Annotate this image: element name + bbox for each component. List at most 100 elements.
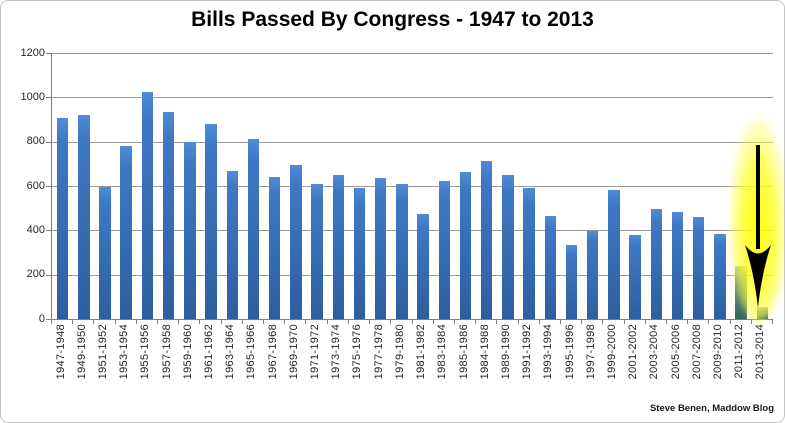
x-axis-label: 2003-2004 — [648, 324, 661, 380]
x-axis-label: 2013-2014 — [754, 324, 767, 380]
x-axis-label: 1961-1962 — [203, 324, 216, 380]
y-axis-tick — [46, 186, 51, 187]
x-axis-label: 1965-1966 — [245, 324, 258, 380]
x-axis-tick — [263, 320, 265, 324]
bar — [523, 188, 535, 319]
bar — [332, 174, 344, 319]
y-axis-tick — [46, 319, 51, 320]
y-axis-label: 800 — [26, 135, 45, 148]
x-axis-tick — [305, 320, 307, 324]
bar — [290, 164, 302, 319]
x-axis-label: 2009-2010 — [711, 324, 724, 380]
x-axis-tick — [178, 320, 180, 324]
x-axis-label: 1947-1948 — [54, 324, 67, 380]
y-axis-tick — [46, 97, 51, 99]
x-axis-label: 1983-1984 — [436, 324, 449, 380]
x-axis-label: 1959-1960 — [181, 324, 194, 380]
x-axis-label: 1975-1976 — [351, 324, 364, 380]
bar — [438, 180, 451, 319]
bar — [756, 306, 769, 319]
x-axis-tick — [220, 320, 222, 324]
x-axis-tick — [581, 320, 583, 324]
gridline — [52, 97, 773, 99]
bar — [714, 234, 726, 319]
bar — [650, 208, 663, 319]
x-axis-tick — [559, 320, 561, 324]
bar — [608, 190, 620, 319]
bar — [205, 123, 217, 319]
gridline — [52, 230, 773, 232]
y-axis-tick — [46, 230, 51, 232]
x-axis-tick — [517, 320, 519, 324]
x-axis-tick — [72, 320, 74, 324]
x-axis-label: 1971-1972 — [309, 324, 322, 380]
bar — [480, 160, 493, 319]
x-axis-label: 1973-1974 — [330, 324, 343, 380]
bar — [396, 183, 408, 319]
x-axis-tick — [623, 320, 625, 324]
x-axis-label: 1995-1996 — [563, 324, 576, 380]
x-axis-label: 1951-1952 — [97, 324, 109, 380]
y-axis-label: 600 — [26, 179, 45, 192]
x-axis-tick — [772, 320, 773, 324]
attribution-text: Steve Benen, Maddow Blog — [649, 403, 774, 414]
x-axis-tick — [644, 320, 646, 324]
x-axis-tick — [326, 320, 328, 324]
bar — [374, 178, 387, 319]
bar — [141, 91, 154, 319]
chart-title: Bills Passed By Congress - 1947 to 2013 — [191, 8, 594, 31]
x-axis-label: 2005-2006 — [669, 324, 682, 380]
bar — [184, 141, 196, 319]
x-axis-tick — [390, 320, 392, 324]
x-axis-tick — [199, 320, 201, 324]
bar — [226, 171, 238, 319]
x-axis-label: 1957-1958 — [160, 324, 173, 380]
x-axis-label: 1977-1978 — [372, 324, 385, 380]
x-axis-tick — [157, 320, 159, 324]
x-axis-label: 2011-2012 — [733, 324, 746, 379]
x-axis-label: 1999-2000 — [605, 324, 618, 380]
bar — [56, 118, 69, 319]
x-axis-label: 1979-1980 — [393, 324, 406, 380]
bar — [565, 245, 578, 319]
x-axis-tick — [665, 320, 667, 324]
x-axis-tick — [432, 320, 434, 324]
x-axis-tick — [708, 320, 710, 324]
y-axis-tick — [46, 274, 51, 276]
x-axis-tick — [750, 320, 752, 324]
gridline — [52, 141, 773, 143]
x-axis-label: 1993-1994 — [542, 324, 555, 380]
y-axis-tick — [46, 141, 51, 143]
x-axis-label: 1963-1964 — [224, 324, 237, 380]
x-axis-tick — [475, 320, 477, 324]
bar — [544, 215, 557, 319]
y-axis-label: 1000 — [20, 90, 45, 103]
x-axis-label: 2001-2002 — [627, 324, 640, 380]
x-axis-label: 1953-1954 — [118, 324, 131, 380]
x-axis-tick — [687, 320, 689, 324]
x-axis-tick — [114, 320, 116, 324]
x-axis-label: 2007-2008 — [690, 324, 703, 380]
bar — [311, 184, 323, 319]
bar — [162, 111, 175, 319]
x-axis-label: 1981-1982 — [415, 324, 428, 380]
bar — [268, 176, 281, 319]
y-axis-label: 400 — [26, 223, 45, 236]
x-axis-label: 1969-1970 — [287, 324, 300, 380]
bar — [671, 211, 684, 319]
gridline — [52, 53, 773, 54]
x-axis-tick — [411, 320, 413, 324]
bar — [693, 217, 705, 319]
bar — [629, 234, 641, 319]
bar — [417, 214, 429, 319]
y-axis-label: 1200 — [20, 46, 45, 59]
x-axis-tick — [93, 320, 95, 324]
x-axis-tick — [602, 320, 604, 324]
x-axis-label: 1984-1988 — [478, 324, 491, 380]
x-axis-tick — [135, 320, 137, 324]
x-axis-label: 1997-1998 — [584, 324, 597, 380]
bar — [247, 139, 260, 319]
x-axis-tick — [729, 320, 731, 324]
plot-area — [51, 53, 773, 320]
bar — [459, 171, 472, 319]
